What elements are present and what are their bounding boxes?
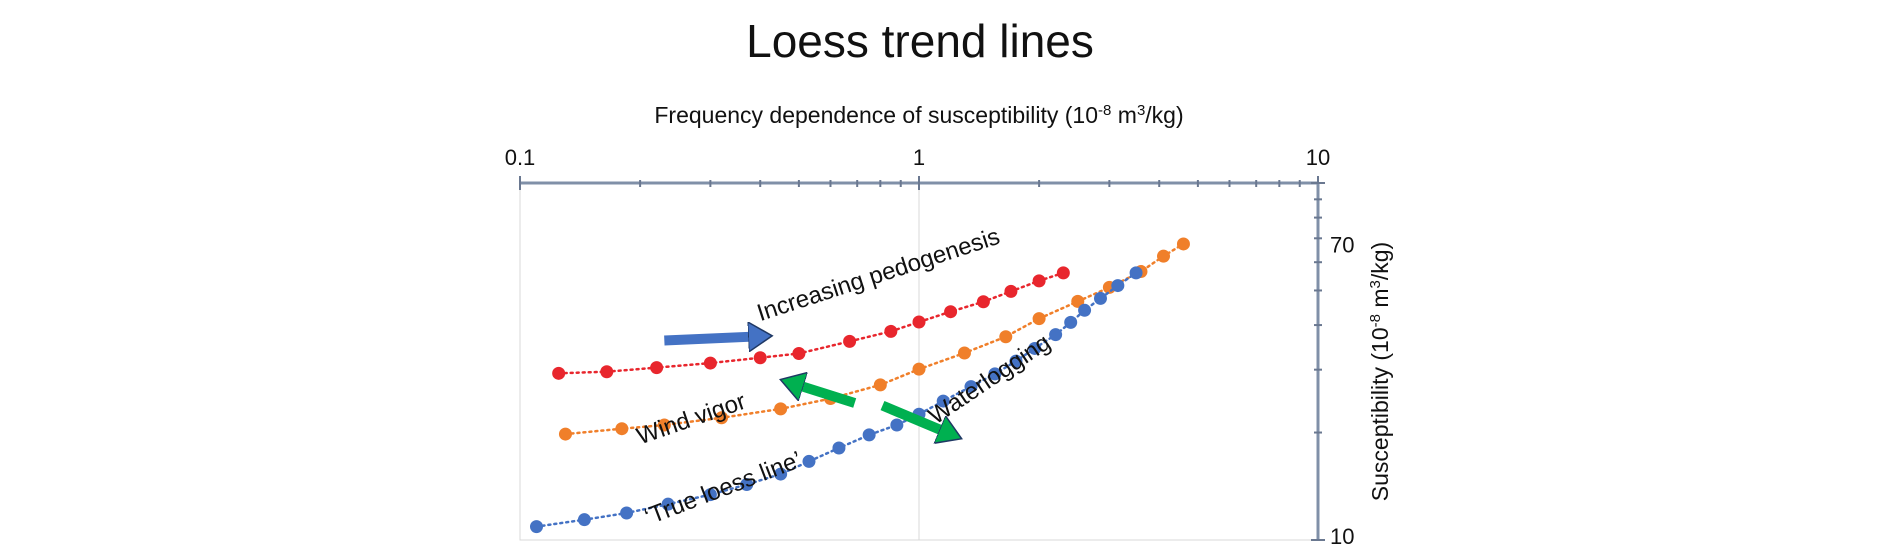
series-0-point <box>1032 274 1046 288</box>
series-2-point <box>832 441 846 455</box>
annotation-label: Wind vigor <box>633 388 749 450</box>
series-0-point <box>650 361 664 375</box>
annotation-label: Waterlogging <box>924 329 1056 430</box>
series-2-point <box>802 454 816 468</box>
series-1-point <box>1176 237 1190 251</box>
y-axis-title-part: 3 <box>1367 280 1384 288</box>
series-2-point <box>620 506 634 520</box>
series-1-point <box>1071 294 1085 308</box>
series-0-point <box>884 324 898 338</box>
series-2-point <box>890 418 904 432</box>
x-axis-title-part: Frequency dependence of susceptibility (… <box>654 102 1098 128</box>
x-tick-label: 1 <box>913 145 925 170</box>
x-tick-label: 10 <box>1306 145 1330 170</box>
x-axis-title-part: -8 <box>1098 102 1111 119</box>
series-2-point <box>1009 354 1023 368</box>
series-2-point <box>1028 341 1042 355</box>
series-1-point <box>715 411 729 425</box>
series-2-point <box>1064 315 1078 329</box>
series-1-point <box>912 362 926 376</box>
series-2-point <box>936 394 950 408</box>
series-2-point <box>1078 303 1092 317</box>
y-tick-label: 10 <box>1330 524 1354 549</box>
series-1-point <box>957 346 971 360</box>
series-1-point <box>873 378 887 392</box>
y-axis-title-part: Susceptibility (10 <box>1367 327 1393 501</box>
series-2-point <box>774 467 788 481</box>
series-0-point <box>552 366 566 380</box>
series-0-point <box>792 346 806 360</box>
chart-title: Loess trend lines <box>746 15 1094 67</box>
series-2-point <box>988 367 1002 381</box>
x-axis-title-part: m <box>1111 102 1137 128</box>
series-0-point <box>843 334 857 348</box>
series-2-point <box>740 478 754 492</box>
series-0-point <box>600 365 614 379</box>
series-0-point <box>1004 284 1018 298</box>
trend-arrow <box>664 336 760 340</box>
series-0-point <box>944 305 958 319</box>
y-tick-label: 70 <box>1330 232 1354 257</box>
x-axis-title: Frequency dependence of susceptibility (… <box>654 102 1183 129</box>
series-1-point <box>774 402 788 416</box>
series-2-point <box>577 513 591 527</box>
x-axis-title-part: /kg) <box>1145 102 1183 128</box>
series-2-point <box>1093 291 1107 305</box>
trend-arrow <box>880 400 950 435</box>
annotation-label: ‘True loess line’ <box>641 446 806 531</box>
series-2-point <box>1111 279 1125 293</box>
trend-arrow <box>792 383 857 408</box>
series-2-point <box>703 488 717 502</box>
y-axis-title-part: /kg) <box>1367 242 1393 280</box>
series-0-point <box>753 351 767 365</box>
series-2-point <box>661 497 675 511</box>
x-axis-title-part: 3 <box>1137 102 1145 119</box>
series-2-point <box>964 380 978 394</box>
series-0-point <box>1056 266 1070 280</box>
series-0-point <box>912 315 926 329</box>
series-2-point <box>530 520 544 534</box>
annotation-label: Increasing pedogenesis <box>754 223 1003 327</box>
series-1-point <box>657 418 671 432</box>
series-1-point <box>1032 312 1046 326</box>
series-2-point <box>862 428 876 442</box>
series-1-point <box>615 422 629 436</box>
series-0-point <box>703 356 717 370</box>
series-0-point <box>976 295 990 309</box>
series-2-point <box>1129 266 1143 280</box>
series-1-point <box>999 330 1013 344</box>
x-tick-label: 0.1 <box>505 145 536 170</box>
series-1-point <box>558 427 572 441</box>
y-axis-title: Susceptibility (10-8 m3/kg) <box>1367 242 1394 501</box>
series-1-point <box>1157 249 1171 263</box>
series-2-point <box>1049 328 1063 342</box>
y-axis-title-part: -8 <box>1367 314 1384 327</box>
y-axis-title-part: m <box>1367 288 1393 314</box>
series-1-trend-line <box>564 242 1185 436</box>
